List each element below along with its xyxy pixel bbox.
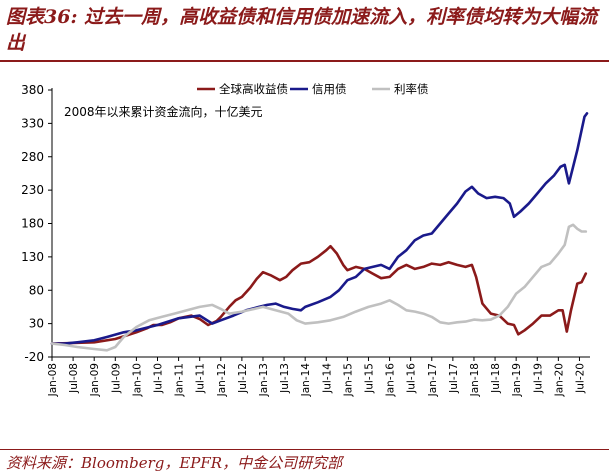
y-tick-label: 130 xyxy=(21,250,44,264)
x-tick-label: Jan-09 xyxy=(89,363,101,397)
x-tick-label: Jan-14 xyxy=(300,363,312,398)
y-tick-label: 330 xyxy=(21,116,44,130)
y-tick-label: -20 xyxy=(24,350,44,364)
y-tick-label: 230 xyxy=(21,183,44,197)
series-line-2 xyxy=(50,112,589,345)
source-note: 资料来源：Bloomberg，EPFR，中金公司研究部 xyxy=(6,454,343,472)
x-tick-label: Jul-10 xyxy=(152,363,164,394)
legend-label-3: 利率债 xyxy=(394,82,429,96)
series-line-3 xyxy=(50,223,588,352)
x-tick-label: Jul-14 xyxy=(321,363,333,394)
x-tick-label: Jan-12 xyxy=(216,363,228,397)
y-tick-label: 80 xyxy=(29,283,44,297)
x-tick-label: Jan-18 xyxy=(469,363,481,397)
chart-axes: -20 30 80 130 180 230 280 330 380 Jan-08 Jul-08 Jan… xyxy=(21,83,590,397)
footer-divider xyxy=(0,449,609,450)
x-tick-label: Jul-20 xyxy=(574,363,586,394)
x-tick-label: Jan-11 xyxy=(174,363,186,397)
x-tick-label: Jan-19 xyxy=(511,363,523,397)
x-tick-label: Jan-13 xyxy=(258,363,270,397)
x-tick-label: Jan-08 xyxy=(47,363,59,397)
x-tick-label: Jan-20 xyxy=(553,363,565,397)
chart-title: 图表36: 过去一周，高收益债和信用债加速流入，利率债均转为大幅流出 xyxy=(6,6,598,54)
y-tick-label: 380 xyxy=(21,83,44,97)
x-tick-label: Jul-17 xyxy=(448,363,460,394)
x-tick-label: Jan-10 xyxy=(131,363,143,397)
legend-label-2: 信用债 xyxy=(312,82,347,96)
x-tick-label: Jul-18 xyxy=(490,363,502,394)
y-tick-label: 180 xyxy=(21,217,44,231)
x-tick-label: Jul-08 xyxy=(68,363,80,394)
x-tick-label: Jul-09 xyxy=(110,363,122,394)
chart-series xyxy=(50,112,589,352)
x-tick-label: Jan-15 xyxy=(342,363,354,397)
legend-label-1: 全球高收益债 xyxy=(219,82,288,96)
x-tick-label: Jul-12 xyxy=(237,363,249,394)
y-tick-label: 280 xyxy=(21,150,44,164)
x-tick-label: Jan-17 xyxy=(427,363,439,397)
chart-annotation: 2008年以来累计资金流向，十亿美元 xyxy=(64,104,263,119)
x-tick-label: Jul-19 xyxy=(532,363,544,394)
x-tick-label: Jan-16 xyxy=(385,363,397,398)
y-tick-label: 30 xyxy=(29,317,44,331)
x-tick-label: Jul-13 xyxy=(279,363,291,394)
x-tick-label: Jul-16 xyxy=(406,363,418,394)
x-tick-label: Jul-11 xyxy=(195,363,207,394)
title-divider xyxy=(0,60,609,62)
chart-legend: 全球高收益债 信用债 利率债 xyxy=(197,82,429,96)
x-tick-label: Jul-15 xyxy=(363,363,375,394)
